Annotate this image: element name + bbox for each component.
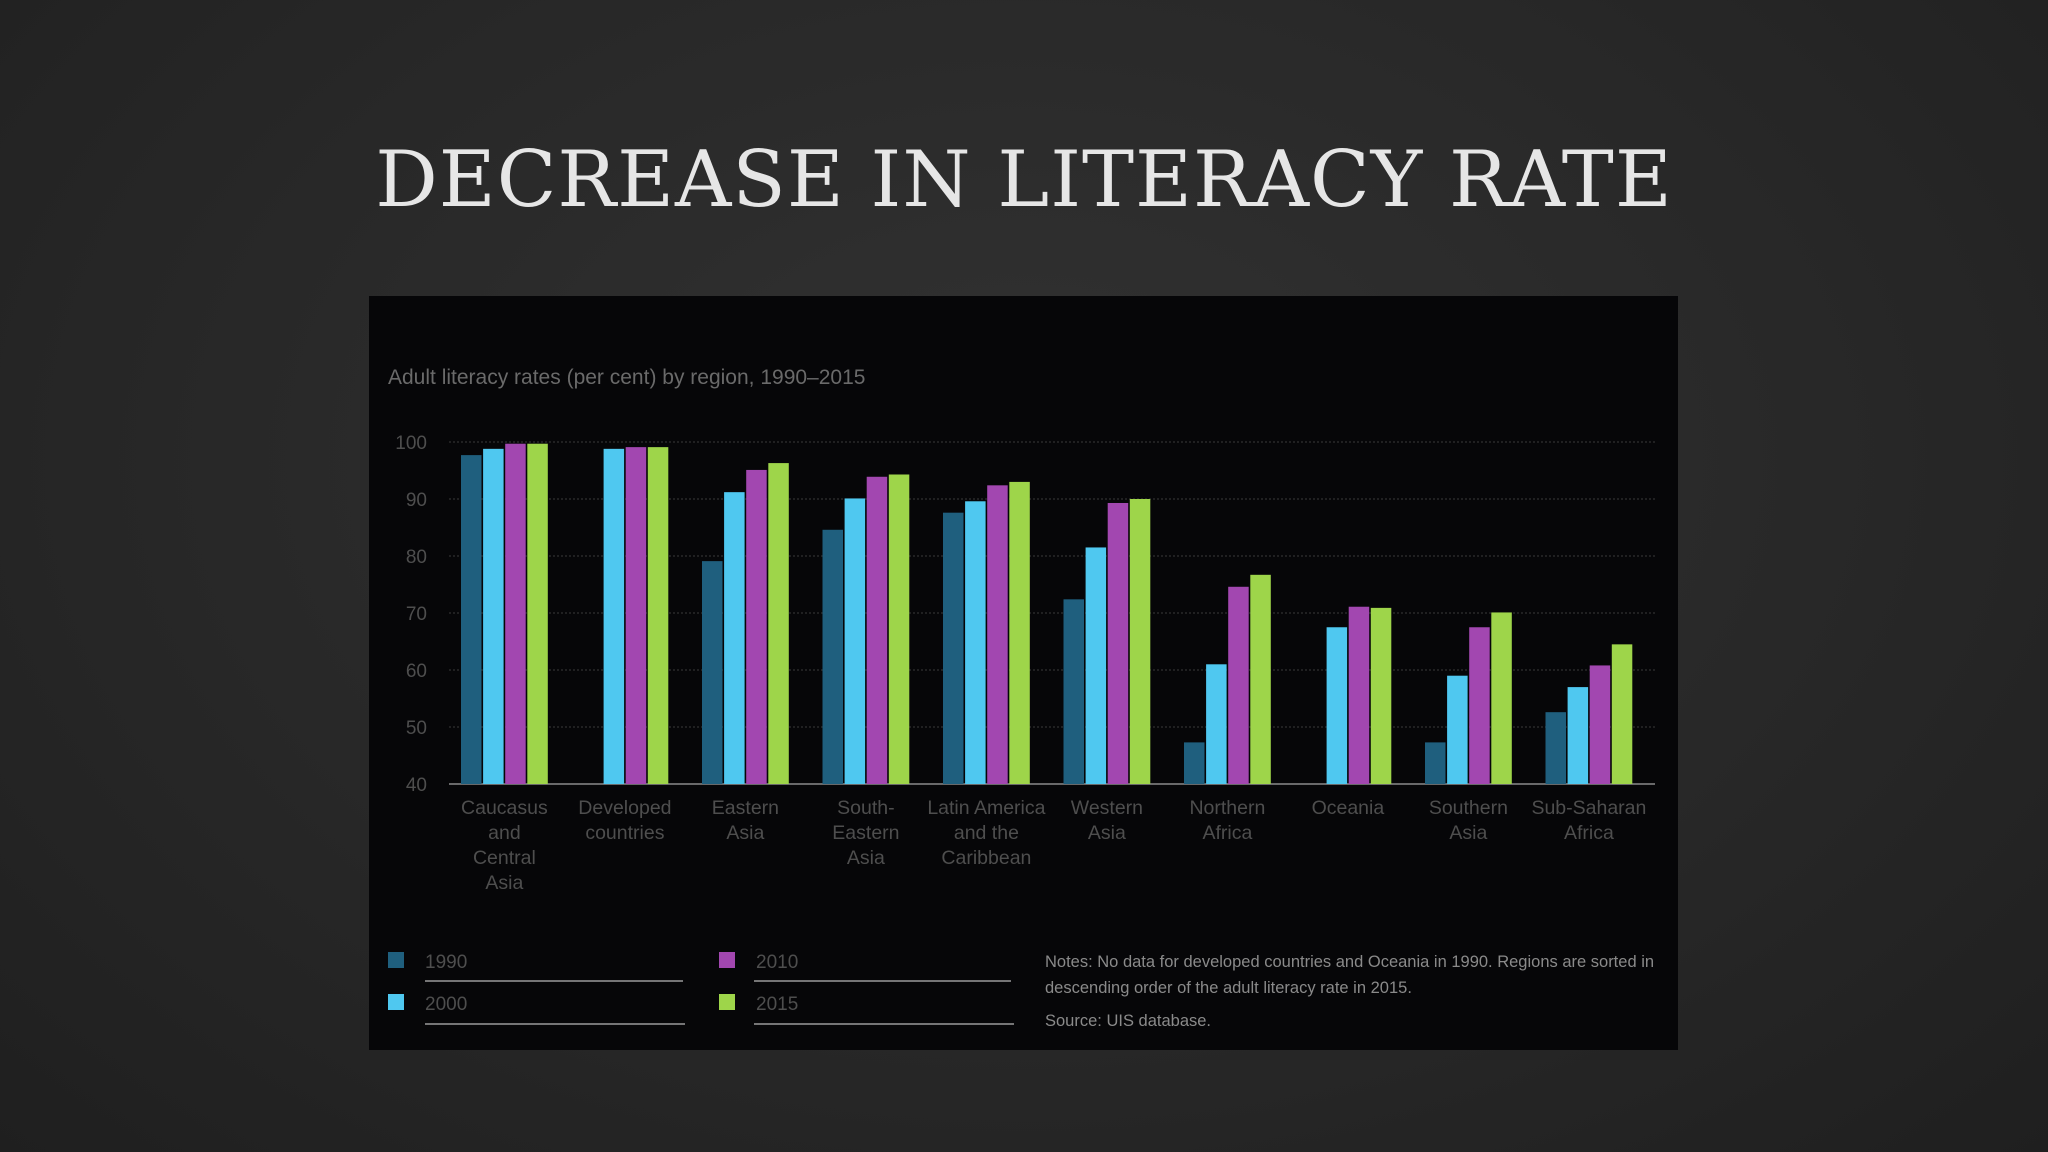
bar-2000 — [483, 448, 504, 784]
y-tick-label: 50 — [406, 718, 427, 739]
chart-note: descending order of the adult literacy r… — [1045, 979, 1412, 997]
bar-2000 — [844, 498, 866, 784]
bars — [461, 443, 1633, 784]
bar-2010 — [1469, 627, 1490, 784]
bar-1990 — [461, 455, 482, 784]
y-tick-label: 60 — [406, 661, 427, 682]
bar-2000 — [1085, 547, 1107, 784]
bar-2010 — [625, 447, 647, 784]
bar-2015 — [888, 474, 910, 784]
legend-swatch-2015 — [719, 994, 735, 1010]
x-category-label: Sub-Saharan Africa — [1531, 797, 1646, 844]
bar-2015 — [647, 447, 669, 784]
x-category-label: Western Asia — [1071, 797, 1143, 844]
y-tick-label: 80 — [406, 547, 427, 568]
x-category-label: Latin America and the Caribbean — [927, 797, 1045, 869]
bar-2015 — [1129, 499, 1151, 784]
bar-1990 — [1184, 742, 1205, 784]
notes: Notes: No data for developed countries a… — [1045, 953, 1654, 1030]
legend-swatch-2010 — [719, 952, 735, 968]
bar-2010 — [505, 443, 526, 784]
bar-2010 — [746, 469, 767, 784]
legend-label-2010: 2010 — [756, 952, 798, 973]
bar-2015 — [768, 463, 789, 784]
bar-2015 — [527, 443, 548, 784]
bar-2000 — [1326, 627, 1348, 784]
legend-label-2015: 2015 — [756, 994, 798, 1015]
bar-2015 — [1009, 481, 1030, 784]
y-tick-label: 40 — [406, 775, 427, 796]
y-tick-label: 100 — [395, 433, 427, 454]
bar-2000 — [603, 448, 625, 784]
bar-1990 — [1425, 742, 1446, 784]
bar-1990 — [1063, 599, 1084, 784]
legend-label-2000: 2000 — [425, 994, 467, 1015]
bar-2000 — [965, 501, 986, 784]
legend-swatch-2000 — [388, 994, 404, 1010]
legend-label-1990: 1990 — [425, 952, 467, 973]
bar-1990 — [822, 529, 843, 784]
legend: 1990 2000 2010 2015 — [388, 952, 1014, 1025]
bar-2015 — [1250, 574, 1271, 784]
x-category-label: Oceania — [1312, 797, 1385, 819]
x-category-label: South-Eastern Asia — [832, 797, 899, 869]
x-category-label: Northern Africa — [1189, 797, 1265, 844]
bar-2010 — [1107, 502, 1129, 784]
slide-title: DECREASE IN LITERACY RATE — [375, 135, 1673, 225]
y-tick-label: 90 — [406, 490, 427, 511]
chart-panel: Adult literacy rates (per cent) by regio… — [369, 296, 1678, 1050]
bar-2010 — [1228, 586, 1249, 784]
axis-labels: 100 90 80 70 60 50 40 Caucasus and Central Asia Dev… — [395, 433, 1646, 894]
bar-2010 — [1348, 606, 1370, 784]
literacy-bar-chart: Adult literacy rates (per cent) by regio… — [388, 366, 1655, 1030]
legend-swatch-1990 — [388, 952, 404, 968]
y-tick-label: 70 — [406, 604, 427, 625]
bar-2000 — [1567, 687, 1589, 784]
bar-2015 — [1491, 612, 1512, 784]
bar-2015 — [1370, 607, 1392, 784]
bar-2010 — [987, 485, 1008, 784]
bar-1990 — [943, 512, 964, 784]
bar-2000 — [1447, 675, 1468, 784]
x-category-label: Developed countries — [578, 797, 671, 844]
x-category-label: Eastern Asia — [712, 797, 779, 844]
bar-1990 — [702, 561, 723, 784]
bar-2000 — [1206, 664, 1227, 784]
chart-title: Adult literacy rates (per cent) by regio… — [388, 366, 865, 389]
bar-2010 — [1589, 665, 1611, 784]
chart-note: Notes: No data for developed countries a… — [1045, 953, 1654, 971]
x-category-label: Southern Asia — [1429, 797, 1508, 844]
bar-2000 — [724, 492, 745, 784]
chart-source: Source: UIS database. — [1045, 1012, 1211, 1030]
x-category-label: Caucasus and Central Asia — [461, 797, 548, 894]
bar-1990 — [1545, 712, 1566, 784]
bar-2010 — [866, 476, 888, 784]
bar-2015 — [1611, 644, 1633, 784]
